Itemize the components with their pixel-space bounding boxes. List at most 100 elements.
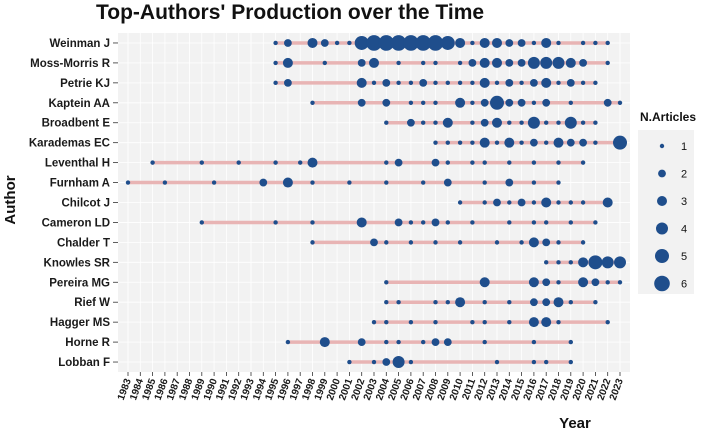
article-point [504,137,515,148]
article-point [470,319,475,325]
article-point [593,300,598,305]
article-point [470,160,475,165]
article-point [517,98,526,107]
article-point [319,337,330,348]
article-point [442,117,453,128]
article-point [284,39,292,47]
article-point [593,220,598,225]
data-points [125,35,627,369]
article-point [273,60,278,66]
article-point [494,240,500,245]
article-point [479,57,490,68]
article-point [531,40,537,46]
article-point [568,359,573,365]
article-point [588,255,603,270]
article-point [382,78,391,87]
article-point [421,60,426,66]
article-point [492,57,502,68]
article-point [211,180,217,185]
article-point [382,358,391,366]
article-point [507,200,512,205]
article-point [580,200,586,205]
article-point [445,300,450,305]
article-point [479,37,490,48]
article-point [322,60,327,66]
article-point [408,80,414,86]
author-label: Kaptein AA [48,98,110,110]
article-point [479,77,490,88]
article-point [493,198,501,207]
article-point [517,39,526,47]
article-point [479,137,490,148]
article-point [421,180,426,185]
article-point [553,297,564,308]
article-point [613,135,627,150]
article-point [566,78,575,87]
article-point [371,319,377,325]
article-point [531,200,537,205]
article-point [347,180,352,185]
legend-label: 4 [681,224,687,236]
article-point [605,319,610,325]
legend-label: 6 [681,279,687,291]
article-point [470,120,475,125]
article-point [507,220,512,225]
article-point [579,138,587,147]
legend-label: 2 [681,169,687,181]
article-point [199,160,204,165]
article-point [445,140,450,145]
article-point [556,120,561,125]
article-point [307,37,318,48]
article-point [519,120,524,125]
article-point [566,138,575,147]
article-point [384,160,389,165]
article-point [419,78,428,87]
article-point [433,60,438,66]
article-point [455,97,466,108]
article-point [544,220,549,225]
article-point [490,95,504,110]
article-point [421,120,426,125]
article-point [457,80,463,86]
article-point [396,80,401,86]
article-point [482,319,487,325]
article-point [507,300,512,305]
article-point [556,240,561,245]
article-point [531,359,537,365]
article-point [384,180,389,185]
article-point [433,240,438,245]
article-point [357,59,366,67]
article-point [580,160,586,165]
author-label: Karademas EC [29,138,110,150]
article-point [125,180,131,185]
y-axis-title: Author [2,175,19,224]
article-point [356,77,367,88]
article-point [519,80,524,86]
article-point [531,160,537,165]
article-point [482,200,487,205]
article-point [603,98,612,107]
article-point [273,160,278,165]
article-point [310,240,315,245]
article-point [408,220,414,225]
article-point [568,300,573,305]
article-point [528,237,539,248]
article-point [347,40,352,46]
legend-symbol [658,169,666,178]
article-point [433,120,438,125]
article-point [530,138,538,147]
legend-label: 3 [681,196,687,208]
article-point [579,59,587,67]
article-point [443,178,452,187]
article-point [492,37,502,48]
article-point [384,300,389,305]
article-point [544,140,549,145]
article-point [431,338,440,346]
article-point [494,140,500,145]
article-point [602,197,613,208]
article-point [531,339,537,345]
article-point [390,35,407,51]
article-point [505,78,514,87]
article-point [614,256,626,269]
article-point [408,100,414,105]
